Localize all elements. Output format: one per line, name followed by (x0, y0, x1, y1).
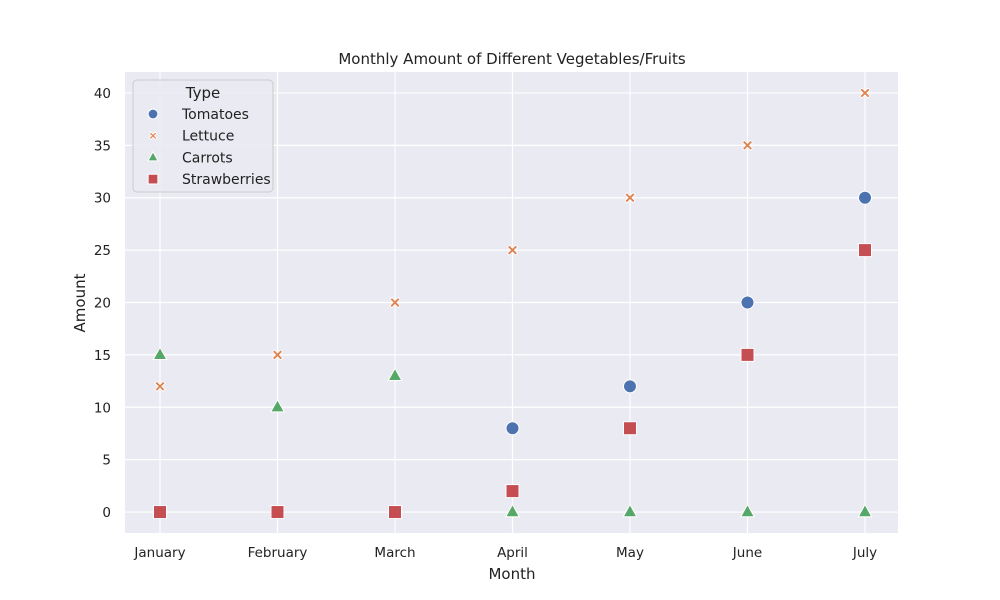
data-point-carrots (152, 346, 168, 361)
legend-label: Lettuce (182, 129, 234, 145)
x-tick-label: January (133, 545, 185, 561)
data-point-tomatoes (858, 190, 872, 205)
y-tick-label: 10 (94, 400, 111, 416)
x-axis-label: Month (488, 565, 535, 583)
data-point-carrots (269, 398, 286, 413)
data-point-lettuce (389, 296, 401, 309)
x-tick-label: June (732, 545, 762, 561)
data-point-strawberries (153, 505, 167, 520)
chart-title: Monthly Amount of Different Vegetables/F… (338, 50, 685, 68)
legend-label: Strawberries (182, 172, 271, 188)
data-point-strawberries (623, 421, 637, 436)
y-tick-label: 35 (94, 138, 111, 154)
y-tick-label: 30 (94, 191, 111, 207)
data-point-strawberries (270, 505, 285, 520)
data-point-lettuce (859, 87, 871, 99)
data-point-tomatoes (623, 379, 637, 394)
data-point-carrots (387, 367, 403, 381)
data-point-strawberries (858, 243, 872, 258)
y-tick-label: 0 (102, 505, 111, 521)
y-tick-label: 15 (94, 348, 111, 364)
legend-marker-strawberries (147, 173, 159, 185)
x-tick-label: March (374, 545, 415, 561)
data-point-strawberries (505, 484, 520, 499)
legend-title: Type (185, 84, 220, 102)
y-tick-label: 20 (94, 296, 111, 312)
data-point-carrots (504, 503, 521, 518)
y-tick-label: 25 (94, 243, 111, 259)
data-point-lettuce (741, 139, 754, 151)
x-tick-label: February (248, 545, 308, 561)
data-point-lettuce (271, 349, 284, 361)
x-tick-label: July (852, 545, 877, 561)
legend-box (132, 79, 274, 193)
data-point-carrots (739, 503, 756, 518)
data-point-tomatoes (505, 421, 520, 436)
data-point-lettuce (506, 244, 519, 256)
data-point-carrots (622, 503, 638, 518)
y-tick-label: 5 (102, 453, 111, 469)
legend: Type Tomatoes Lettuce Carrots Strawberries (132, 79, 274, 193)
x-tick-label: May (616, 545, 644, 561)
x-tick-label: April (497, 545, 528, 561)
data-point-lettuce (624, 192, 636, 204)
data-point-lettuce (154, 380, 166, 392)
data-point-strawberries (388, 505, 402, 520)
legend-label: Tomatoes (181, 107, 249, 123)
data-point-carrots (857, 503, 873, 518)
y-tick-label: 40 (94, 86, 111, 102)
data-points (152, 87, 873, 520)
data-point-tomatoes (740, 295, 755, 310)
legend-marker-carrots (147, 150, 159, 162)
data-point-strawberries (740, 347, 755, 362)
legend-marker-lettuce (148, 131, 158, 141)
y-axis-label: Amount (71, 273, 89, 332)
legend-marker-tomatoes (147, 108, 159, 120)
legend-label: Carrots (182, 150, 233, 166)
